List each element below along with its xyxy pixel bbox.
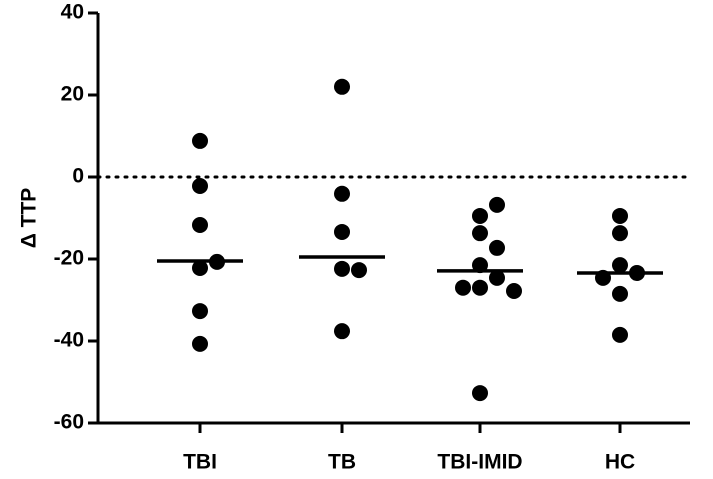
y-axis-label: Δ TTP xyxy=(18,188,41,249)
data-point xyxy=(612,326,628,343)
data-point xyxy=(472,385,488,402)
data-point xyxy=(192,216,208,233)
data-point xyxy=(472,207,488,224)
x-tick-label: HC xyxy=(605,451,635,474)
x-tick-label: TBI xyxy=(183,451,217,474)
data-point xyxy=(192,303,208,320)
data-point xyxy=(612,285,628,302)
data-point xyxy=(334,323,350,340)
y-tick-label: -60 xyxy=(54,411,84,434)
data-point xyxy=(489,239,505,256)
y-tick-label: 0 xyxy=(72,165,84,188)
data-point xyxy=(334,260,350,277)
x-tick-label: TBI-IMID xyxy=(437,451,522,474)
data-point xyxy=(334,78,350,95)
data-point xyxy=(455,279,471,296)
data-point xyxy=(192,260,208,277)
data-point xyxy=(489,269,505,286)
y-tick-label: 40 xyxy=(61,1,84,24)
data-point xyxy=(612,257,628,274)
x-tick-label: TB xyxy=(328,451,356,474)
data-point xyxy=(612,225,628,242)
data-point xyxy=(351,262,367,279)
y-tick-label: 20 xyxy=(61,83,84,106)
data-point xyxy=(334,185,350,202)
data-point xyxy=(489,196,505,213)
y-tick-label: -40 xyxy=(54,329,84,352)
data-point xyxy=(472,225,488,242)
data-point xyxy=(334,223,350,240)
data-point xyxy=(192,132,208,149)
data-point xyxy=(506,282,522,299)
data-point xyxy=(192,335,208,352)
data-point xyxy=(472,279,488,296)
y-tick-label: -20 xyxy=(54,247,84,270)
data-point xyxy=(192,178,208,195)
data-point xyxy=(612,207,628,224)
